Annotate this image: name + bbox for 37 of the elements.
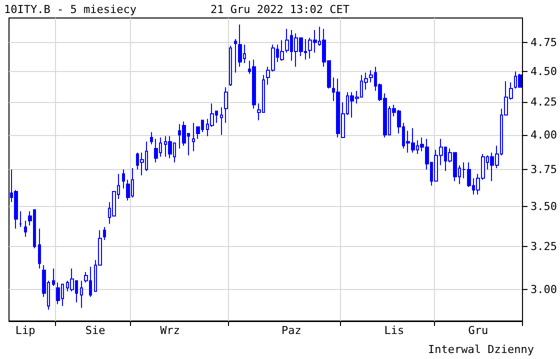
x-tick-label: Lis [384,324,404,337]
candlestick [56,282,60,305]
candlestick [234,38,237,74]
candlestick [24,220,27,238]
candlestick [19,210,22,228]
x-tick-label: Wrz [160,324,180,337]
candlestick [80,280,83,308]
candlestick [220,106,223,136]
x-tick-label: Lip [15,324,36,337]
candlestick [38,228,41,270]
x-tick-label: Sie [85,324,106,337]
candlestick [168,136,172,159]
chart-subtitle: 21 Gru 2022 13:02 CET [210,3,350,16]
candlestick [238,24,242,68]
x-tick-label: Paz [281,324,302,337]
x-tick-label: Gru [468,324,488,337]
candlestick [229,45,232,86]
y-tick-label: 4.25 [530,96,558,109]
y-tick-label: 4.00 [530,128,558,142]
text: Interwal Dzienny [428,343,534,356]
y-tick-label: 3.25 [530,240,558,254]
y-tick-label: 3.50 [530,200,558,214]
candlestick [103,226,106,240]
candlestick [518,73,522,88]
y-tick-label: 3.75 [530,163,558,176]
candlestick [52,268,55,287]
chart-title: 10ITY.B - 5 miesiecy [4,3,137,16]
y-tick-label: 4.75 [530,36,558,49]
candlestick [224,86,228,124]
candlestick [252,59,256,110]
candlestick [150,132,153,145]
y-tick-label: 4.50 [530,64,558,78]
candlestick [192,122,195,152]
candlestick [280,40,284,62]
candlestick [122,169,125,190]
y-tick-label: 3.00 [530,283,558,296]
candlestick [154,138,158,163]
